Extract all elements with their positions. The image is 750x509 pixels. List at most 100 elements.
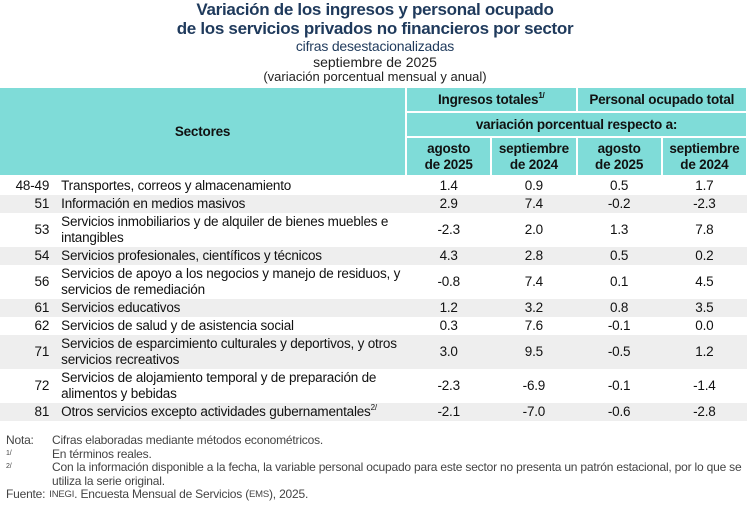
- table-row: 72 Servicios de alojamiento temporal y de…: [0, 369, 747, 403]
- footnote-1-label: 1/: [6, 449, 12, 457]
- fuente-inegi: INEGI: [49, 489, 75, 500]
- notes: Nota: Cifras elaboradas mediante métodos …: [6, 433, 746, 502]
- value-cell: 9.5: [491, 335, 577, 369]
- value-cell: 2.0: [524, 222, 543, 237]
- fuente-end: ), 2025.: [269, 487, 309, 501]
- column-header: agosto de 2025: [405, 137, 493, 177]
- value-cell: -2.1: [406, 403, 492, 421]
- value-cell: 1.7: [695, 178, 714, 193]
- personal-header: Personal ocupado total: [575, 88, 748, 113]
- footnote-ref: 1/: [538, 90, 545, 100]
- footnote-2-text: Con la información disponible a la fecha…: [52, 460, 742, 488]
- column-header-line1: septiembre: [498, 140, 569, 156]
- value-cell: -2.3: [661, 195, 747, 213]
- fuente-ems: EMS: [249, 489, 269, 500]
- value-cell: 0.1: [610, 274, 629, 289]
- title-line-2: de los servicios privados no financieros…: [176, 19, 574, 38]
- ingresos-label: Ingresos totales: [437, 91, 539, 107]
- sector-name: Servicios educativos: [57, 299, 407, 317]
- fuente-label: Fuente:: [6, 487, 46, 501]
- report-title-block: Variación de los ingresos y personal ocu…: [0, 0, 750, 84]
- sector-name-text: Servicios de apoyo a los negocios y mane…: [61, 266, 401, 297]
- sector-name-text: Servicios profesionales, científicos y t…: [61, 248, 322, 263]
- column-header-line1: agosto: [597, 140, 641, 156]
- sector-name-text: Servicios de alojamiento temporal y de p…: [61, 370, 377, 401]
- table-row: 81 Otros servicios excepto actividades gu…: [0, 403, 747, 421]
- sector-name: Transportes, correos y almacenamiento: [57, 176, 406, 195]
- sector-name-text: Servicios inmobiliarios y de alquiler de…: [61, 214, 389, 245]
- value-cell: 0.2: [661, 247, 747, 265]
- value-cell: -2.8: [661, 403, 747, 421]
- sector-name-text: Información en medios masivos: [61, 196, 246, 211]
- value-cell: 0.5: [576, 247, 662, 265]
- unit-note: (variación porcentual mensual y anual): [263, 69, 487, 84]
- value-cell: 0.9: [524, 178, 543, 193]
- sector-code: 53: [34, 222, 50, 237]
- value-cell: 0.5: [610, 178, 629, 193]
- sector-code: 48-49: [15, 178, 50, 193]
- sector-code: 71: [0, 335, 58, 369]
- value-cell: 1.3: [610, 222, 629, 237]
- sector-name: Servicios de apoyo a los negocios y mane…: [57, 265, 406, 299]
- footnote-ref: 2/: [370, 403, 377, 412]
- column-header-line2: de 2025: [424, 156, 473, 172]
- fuente-text: . Encuesta Mensual de Servicios (: [74, 487, 249, 501]
- sector-code: 62: [34, 318, 50, 333]
- table-row: 61 Servicios educativos 1.2 3.2 0.8 3.5: [0, 299, 747, 317]
- sector-code: 81: [0, 403, 58, 421]
- value-cell: -7.0: [491, 403, 577, 421]
- value-cell: -0.2: [576, 195, 662, 213]
- sector-code: 56: [34, 274, 50, 289]
- column-header-line1: septiembre: [669, 140, 740, 156]
- table-row: 62 Servicios de salud y de asistencia soc…: [0, 317, 747, 335]
- value-cell: -2.3: [437, 222, 460, 237]
- value-cell: 0.0: [695, 318, 714, 333]
- footnote-1-text: En términos reales.: [52, 446, 152, 461]
- sector-code: 72: [34, 378, 50, 393]
- column-header-line1: agosto: [427, 140, 471, 156]
- column-header: septiembre de 2024: [660, 137, 749, 177]
- value-cell: 7.6: [524, 318, 543, 333]
- sector-code: 51: [0, 195, 58, 213]
- sector-code: 61: [0, 299, 58, 317]
- value-cell: 7.4: [491, 195, 577, 213]
- value-cell: 4.3: [406, 247, 492, 265]
- sector-code: 54: [0, 247, 58, 265]
- column-header: agosto de 2025: [575, 137, 663, 177]
- value-cell: 2.9: [406, 195, 492, 213]
- sector-name-text: Servicios educativos: [61, 300, 181, 315]
- sector-name: Información en medios masivos: [57, 195, 407, 213]
- value-cell: 3.0: [406, 335, 492, 369]
- value-cell: 1.2: [406, 299, 492, 317]
- value-cell: 3.2: [491, 299, 577, 317]
- value-cell: 1.2: [661, 335, 747, 369]
- column-header-line2: de 2024: [509, 156, 558, 172]
- value-cell: -0.1: [607, 318, 631, 333]
- ingresos-header: Ingresos totales1/: [405, 88, 578, 113]
- value-cell: 7.8: [695, 222, 714, 237]
- variacion-header: variación porcentual respecto a:: [405, 112, 748, 138]
- table-row: 53 Servicios inmobiliarios y de alquiler …: [0, 213, 747, 247]
- sector-name: Otros servicios excepto actividades gube…: [57, 403, 407, 421]
- table-row: 48-49 Transportes, correos y almacenamien…: [0, 176, 747, 195]
- sector-name: Servicios de esparcimiento culturales y …: [57, 335, 407, 369]
- value-cell: 1.4: [439, 178, 458, 193]
- value-cell: 4.5: [695, 274, 714, 289]
- value-cell: -0.8: [437, 274, 460, 289]
- value-cell: 7.4: [524, 274, 543, 289]
- sector-name-text: Servicios de esparcimiento culturales y …: [61, 336, 397, 367]
- sector-name: Servicios profesionales, científicos y t…: [57, 247, 407, 265]
- sector-name: Servicios inmobiliarios y de alquiler de…: [57, 213, 406, 247]
- value-cell: -6.9: [522, 378, 546, 393]
- value-cell: -0.6: [576, 403, 662, 421]
- sector-name-text: Transportes, correos y almacenamiento: [61, 178, 292, 193]
- column-header-line2: de 2025: [595, 156, 644, 172]
- value-cell: -0.5: [576, 335, 662, 369]
- sectores-header: Sectores: [0, 88, 408, 177]
- value-cell: -1.4: [693, 378, 716, 393]
- value-cell: -2.3: [437, 378, 460, 393]
- table-row: 54 Servicios profesionales, científicos y…: [0, 247, 747, 265]
- sector-name: Servicios de salud y de asistencia socia…: [57, 317, 406, 335]
- table-row: 51 Información en medios masivos 2.9 7.4 -0.…: [0, 195, 747, 213]
- value-cell: 3.5: [661, 299, 747, 317]
